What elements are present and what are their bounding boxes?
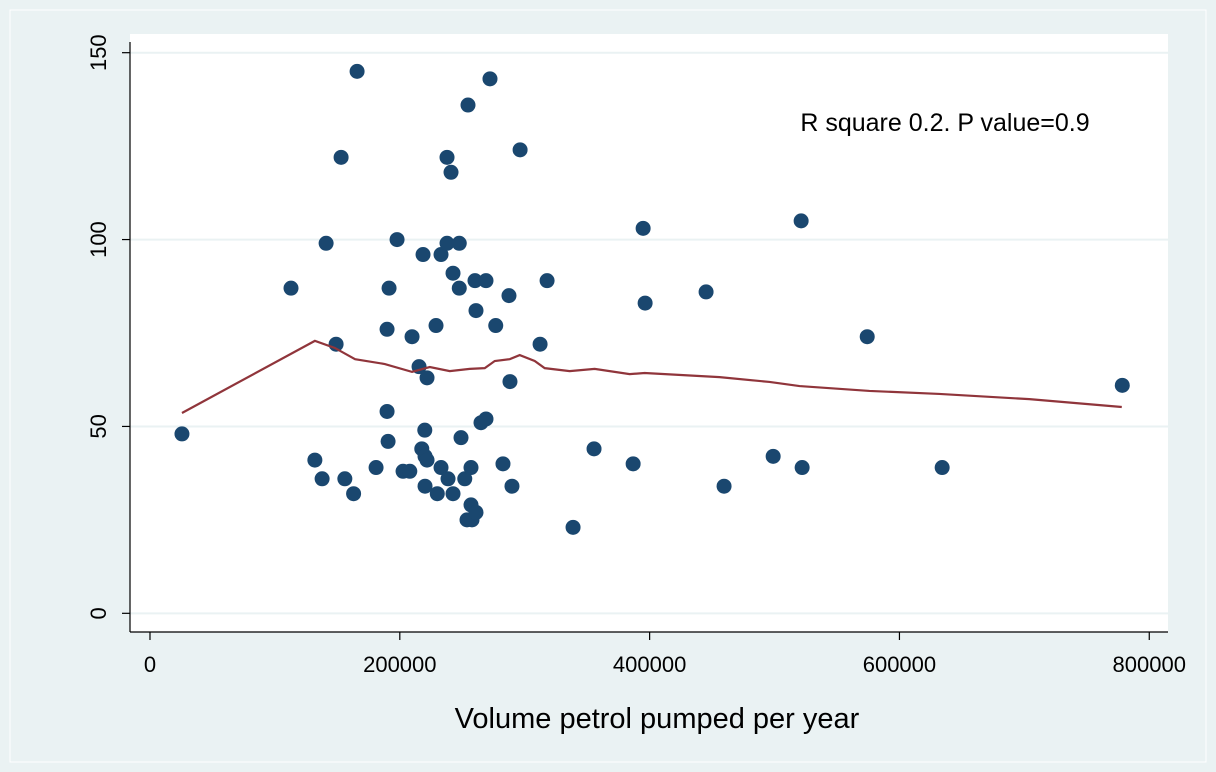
point xyxy=(635,220,651,236)
point xyxy=(307,452,323,468)
point xyxy=(460,97,476,113)
point xyxy=(478,411,494,427)
fit-line xyxy=(181,339,1122,414)
point xyxy=(389,232,405,248)
point xyxy=(859,329,875,345)
point xyxy=(586,441,602,457)
point xyxy=(539,273,555,289)
point xyxy=(402,463,418,479)
point xyxy=(439,149,455,165)
point xyxy=(314,471,330,487)
point xyxy=(379,403,395,419)
x-tick-label: 600000 xyxy=(863,652,936,677)
point xyxy=(565,519,581,535)
x-axis-title: Volume petrol pumped per year xyxy=(455,703,860,735)
point xyxy=(495,456,511,472)
point xyxy=(346,486,362,502)
point xyxy=(794,460,810,476)
point xyxy=(419,452,435,468)
point xyxy=(532,336,548,352)
x-tick-label: 200000 xyxy=(363,652,436,677)
point xyxy=(512,142,528,158)
point xyxy=(445,265,461,281)
point xyxy=(415,247,431,263)
point xyxy=(468,504,484,520)
point xyxy=(404,329,420,345)
point xyxy=(637,295,653,311)
point xyxy=(439,235,455,251)
point xyxy=(283,280,299,296)
point xyxy=(468,303,484,319)
point xyxy=(934,460,950,476)
point xyxy=(429,486,445,502)
point xyxy=(333,149,349,165)
x-tick-label: 0 xyxy=(144,652,156,677)
point xyxy=(716,478,732,494)
y-tick-label: 50 xyxy=(86,414,111,438)
point xyxy=(381,280,397,296)
point xyxy=(428,318,444,334)
point xyxy=(467,273,483,289)
point xyxy=(502,374,518,390)
x-tick-label: 400000 xyxy=(613,652,686,677)
x-tick-label: 800000 xyxy=(1113,652,1186,677)
point xyxy=(419,370,435,386)
point xyxy=(443,164,459,180)
point xyxy=(433,460,449,476)
point xyxy=(482,71,498,87)
point xyxy=(488,318,504,334)
point xyxy=(793,213,809,229)
point xyxy=(1114,377,1130,393)
point xyxy=(433,247,449,263)
annotation: R square 0.2. P value=0.9 xyxy=(800,109,1089,137)
point xyxy=(457,471,473,487)
point xyxy=(318,235,334,251)
point xyxy=(380,433,396,449)
point xyxy=(451,280,467,296)
point xyxy=(453,430,469,446)
point xyxy=(349,63,365,79)
point xyxy=(337,471,353,487)
point xyxy=(698,284,714,300)
plot-region xyxy=(130,34,1168,632)
y-tick-label: 0 xyxy=(86,607,111,619)
point xyxy=(174,426,190,442)
point xyxy=(417,478,433,494)
point xyxy=(417,422,433,438)
point xyxy=(368,460,384,476)
y-tick-label: 100 xyxy=(86,221,111,258)
point xyxy=(478,273,494,289)
point xyxy=(379,321,395,337)
point xyxy=(451,235,467,251)
point xyxy=(463,460,479,476)
point xyxy=(440,471,456,487)
point xyxy=(625,456,641,472)
y-tick-label: 150 xyxy=(86,34,111,71)
point xyxy=(501,288,517,304)
point xyxy=(765,448,781,464)
point xyxy=(445,486,461,502)
point xyxy=(504,478,520,494)
